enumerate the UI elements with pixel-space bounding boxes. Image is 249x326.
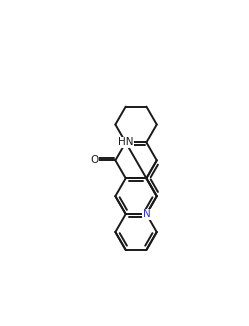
Text: N: N [142,209,150,219]
Text: O: O [91,156,99,165]
Text: HN: HN [118,138,133,147]
